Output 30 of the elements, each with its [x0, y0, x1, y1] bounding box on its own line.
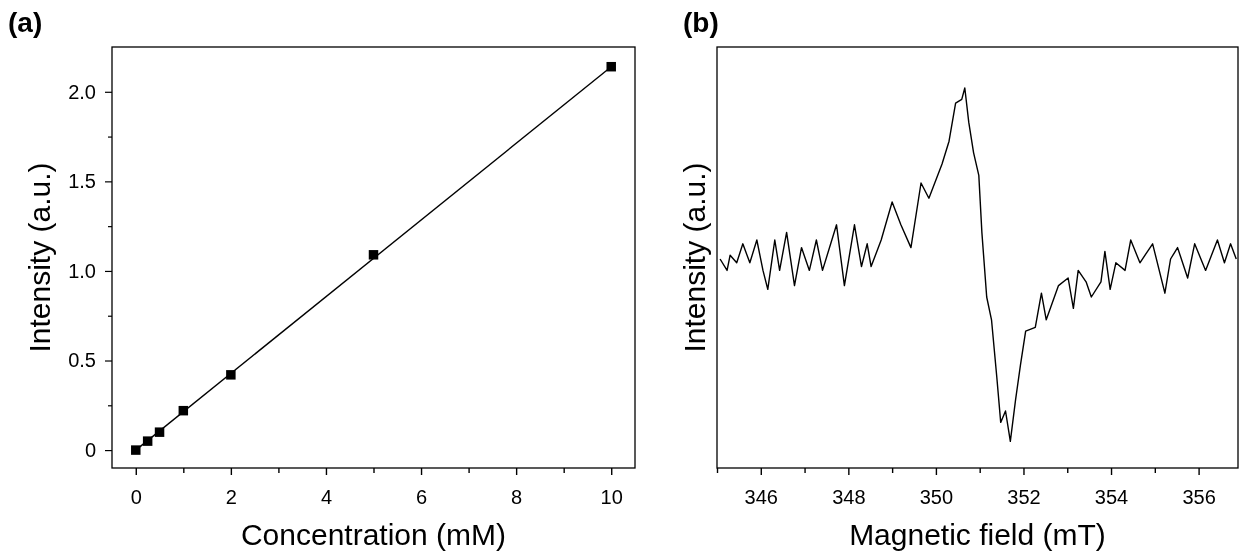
y-tick-label: 0.5 [68, 349, 96, 372]
x-tick-label: 346 [744, 486, 778, 508]
x-tick-label: 8 [511, 486, 523, 508]
x-tick-label: 350 [919, 486, 954, 508]
point [142, 436, 153, 446]
x-tick-label: 0 [130, 486, 142, 508]
chart-title: (a) [8, 7, 43, 38]
y-tick-label: 0 [84, 438, 96, 461]
x-axis-title: Concentration (mM) [240, 518, 507, 551]
point [178, 405, 189, 416]
x-axis-title: Magnetic field (mT) [849, 518, 1106, 551]
y-tick-label: 1.0 [68, 259, 96, 282]
x-tick-label: 4 [320, 486, 333, 508]
y-tick-label: 2.0 [68, 80, 96, 103]
x-tick-label: 354 [1094, 486, 1129, 508]
x-tick-label: 356 [1182, 486, 1216, 508]
chart-title: (b) [683, 7, 719, 38]
point [226, 370, 236, 380]
y-axis-title: Intensity (a.u.) [678, 162, 711, 353]
y-axis-title: Intensity (a.u.) [23, 162, 56, 353]
point [606, 61, 616, 72]
x-tick-label: 352 [1007, 486, 1041, 508]
point [131, 445, 141, 455]
x-tick-label: 348 [832, 486, 866, 508]
x-tick-label: 10 [600, 486, 623, 508]
point [368, 250, 379, 260]
point [154, 427, 165, 437]
x-tick-label: 6 [415, 486, 428, 508]
x-tick-label: 2 [225, 486, 237, 508]
y-tick-label: 1.5 [68, 170, 96, 193]
